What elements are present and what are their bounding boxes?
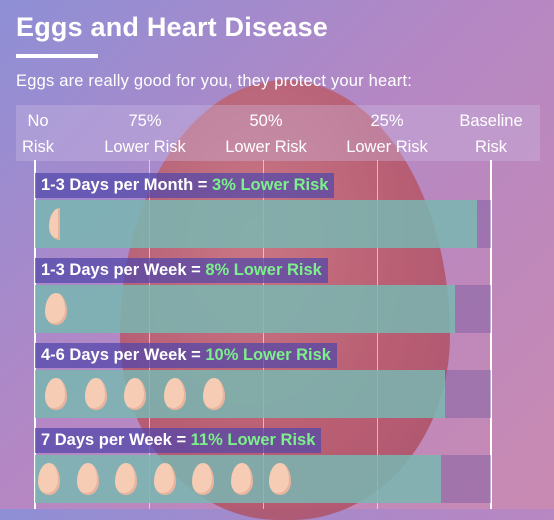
egg-icon bbox=[115, 463, 137, 495]
egg-icon bbox=[45, 378, 67, 410]
axis-label-line2: Lower Risk bbox=[346, 138, 428, 156]
gridline bbox=[263, 160, 264, 509]
bar bbox=[35, 200, 478, 248]
row-label: 1-3 Days per Month = 3% Lower Risk bbox=[35, 173, 335, 198]
axis-label-line1: 25% bbox=[370, 112, 404, 130]
row-label-risk: 11% Lower Risk bbox=[190, 431, 316, 449]
axis-label-line2: Lower Risk bbox=[225, 138, 307, 156]
axis-label: Baseline Risk bbox=[459, 108, 522, 160]
axis-label-line2: Risk bbox=[21, 138, 55, 156]
subtitle: Eggs are really good for you, they prote… bbox=[16, 72, 413, 90]
axis-label-line2: Risk bbox=[474, 138, 508, 156]
axis-label: 50% Lower Risk bbox=[225, 108, 307, 160]
egg-icon bbox=[124, 378, 146, 410]
axis-label: 75% Lower Risk bbox=[104, 108, 186, 160]
gridline bbox=[377, 160, 378, 509]
row-label-risk: 10% Lower Risk bbox=[205, 346, 331, 364]
title-underline bbox=[16, 54, 98, 58]
row-label-frequency: 7 Days per Week = bbox=[41, 431, 191, 449]
egg-icon bbox=[163, 378, 186, 410]
egg-icon bbox=[153, 463, 176, 495]
egg-icon bbox=[230, 463, 253, 495]
axis-label: No Risk bbox=[22, 108, 54, 160]
egg-icon bbox=[84, 378, 107, 410]
row-label: 7 Days per Week = 11% Lower Risk bbox=[35, 428, 322, 453]
axis-label-line1: Baseline bbox=[459, 112, 523, 130]
axis-label-line1: 50% bbox=[249, 112, 283, 130]
row-label-risk: 8% Lower Risk bbox=[205, 261, 322, 279]
row-label-frequency: 4-6 Days per Week = bbox=[41, 346, 206, 364]
row-label-risk: 3% Lower Risk bbox=[212, 176, 329, 194]
gridline bbox=[34, 160, 36, 509]
gridline bbox=[490, 160, 492, 509]
axis-label-line1: 75% bbox=[128, 112, 162, 130]
egg-icon bbox=[38, 463, 60, 495]
page-title: Eggs and Heart Disease bbox=[16, 12, 329, 42]
row-label-frequency: 1-3 Days per Month = bbox=[41, 176, 213, 194]
axis-label-line2: Lower Risk bbox=[104, 138, 186, 156]
axis-label: 25% Lower Risk bbox=[346, 108, 428, 160]
row-label: 4-6 Days per Week = 10% Lower Risk bbox=[35, 343, 337, 368]
row-label: 1-3 Days per Week = 8% Lower Risk bbox=[35, 258, 328, 283]
egg-icon bbox=[203, 378, 225, 410]
axis-header-band bbox=[16, 105, 540, 161]
half-egg-icon bbox=[49, 208, 60, 240]
egg-icon bbox=[269, 463, 291, 495]
egg-icon bbox=[192, 463, 214, 495]
egg-icon bbox=[45, 293, 67, 325]
row-label-frequency: 1-3 Days per Week = bbox=[41, 261, 206, 279]
gridline bbox=[149, 160, 150, 509]
bar bbox=[35, 285, 455, 333]
egg-icon bbox=[76, 463, 99, 495]
axis-label-line1: No bbox=[27, 112, 49, 130]
